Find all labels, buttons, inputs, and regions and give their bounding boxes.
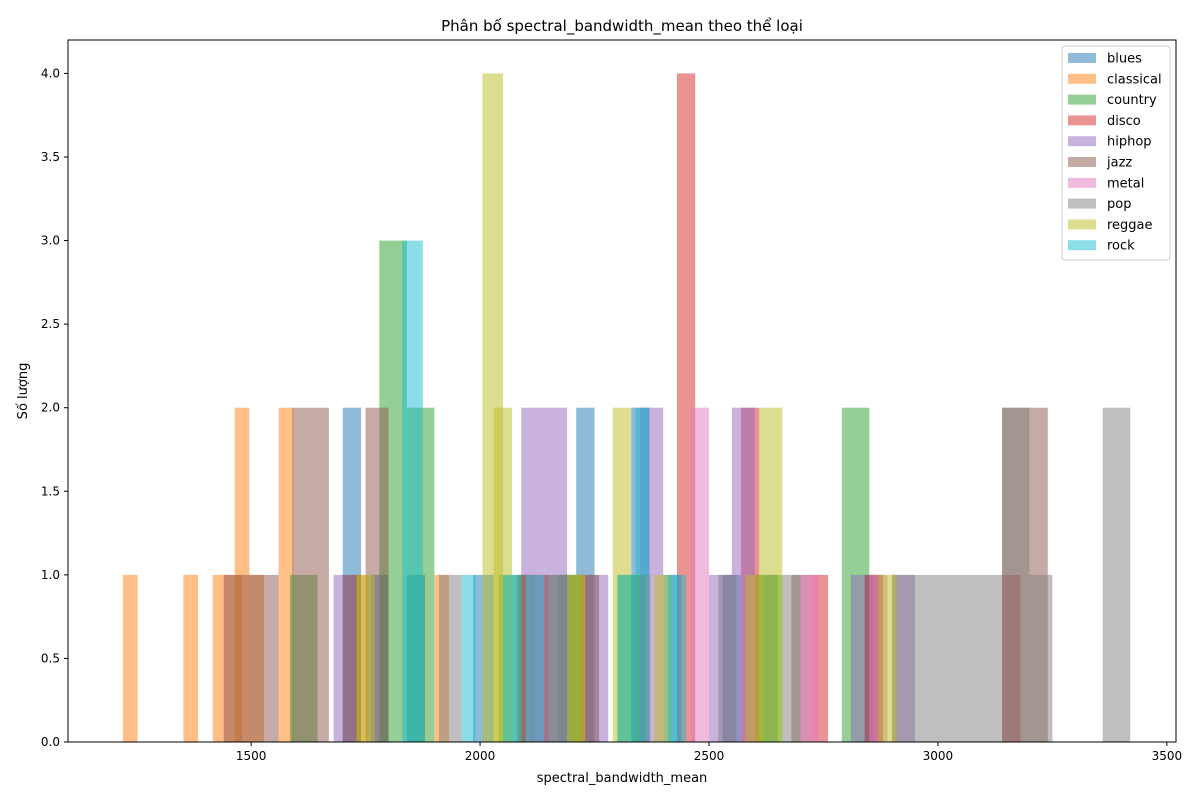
bar-pop-2 [718, 574, 737, 742]
legend-swatch-country [1068, 94, 1096, 105]
bar-jazz-0 [223, 574, 242, 742]
bar-pop-5 [915, 574, 1002, 742]
x-tick-label: 2500 [694, 749, 725, 763]
legend-label-metal: metal [1107, 176, 1144, 191]
bar-disco-1 [676, 73, 696, 742]
bar-pop-0 [438, 574, 462, 742]
legend-label-reggae: reggae [1107, 218, 1153, 233]
legend-swatch-pop [1068, 198, 1096, 209]
legend-swatch-classical [1068, 73, 1096, 84]
legend-label-blues: blues [1107, 52, 1142, 67]
bar-rock-1 [461, 574, 476, 742]
y-tick-label: 3.5 [41, 150, 60, 164]
legend-label-hiphop: hiphop [1107, 135, 1152, 150]
legend-label-rock: rock [1107, 239, 1135, 254]
legend-label-country: country [1107, 93, 1157, 108]
bar-pop-8 [1102, 407, 1131, 742]
legend-swatch-reggae [1068, 219, 1096, 230]
y-tick-label: 4.0 [41, 66, 60, 80]
y-tick-label: 1.5 [41, 484, 60, 498]
y-tick-label: 0.0 [41, 735, 60, 749]
bar-reggae-0 [356, 574, 375, 742]
x-tick-label: 2000 [465, 749, 496, 763]
bar-metal-2 [800, 574, 819, 742]
bar-pop-6 [1002, 407, 1030, 742]
legend-swatch-disco [1068, 115, 1096, 126]
bar-classical-6 [278, 407, 294, 742]
bar-rock-2 [503, 574, 522, 742]
bar-pop-3 [782, 574, 801, 742]
bars-layer [122, 73, 1131, 742]
legend-swatch-jazz [1068, 157, 1096, 167]
bar-reggae-3 [567, 574, 586, 742]
bar-rock-6 [667, 574, 687, 742]
bar-classical-0 [122, 574, 138, 742]
y-axis-ticks: 0.0 0.5 1.0 1.5 2.0 2.5 3.0 3.5 4.0 [41, 66, 68, 749]
bar-rock-0 [402, 240, 423, 742]
y-tick-label: 3.0 [41, 234, 60, 248]
x-tick-label: 3500 [1152, 749, 1183, 763]
legend-label-classical: classical [1107, 72, 1162, 87]
legend-swatch-rock [1068, 240, 1096, 251]
y-tick-label: 2.0 [41, 401, 60, 415]
bar-reggae-7 [759, 407, 783, 742]
legend-swatch-metal [1068, 177, 1096, 188]
bar-pop-4 [892, 574, 915, 742]
bar-jazz-1 [242, 574, 261, 742]
bar-reggae-6 [745, 574, 764, 742]
legend-swatch-hiphop [1068, 136, 1096, 147]
y-axis-label: Số lượng [16, 363, 31, 420]
x-axis-label: spectral_bandwidth_mean [537, 771, 708, 786]
legend-label-jazz: jazz [1106, 156, 1132, 171]
bar-rock-3 [525, 574, 545, 742]
legend-label-disco: disco [1107, 114, 1141, 129]
bar-jazz-2 [260, 574, 279, 742]
y-tick-label: 0.5 [41, 651, 60, 665]
bar-metal-1 [690, 407, 709, 742]
x-tick-label: 1500 [236, 749, 267, 763]
bar-rock-5 [635, 407, 650, 742]
bar-rock-4 [617, 574, 636, 742]
x-axis-ticks: 1500 2000 2500 3000 3500 [236, 742, 1182, 763]
bar-jazz-3 [292, 407, 329, 742]
bar-pop-1 [548, 574, 572, 742]
y-tick-label: 2.5 [41, 317, 60, 331]
chart-title: Phân bố spectral_bandwidth_mean theo thể… [441, 17, 803, 36]
legend-swatch-blues [1068, 53, 1096, 63]
bar-pop-7 [1029, 574, 1053, 742]
legend: blues classical country disco hiphop jazz meta… [1061, 45, 1171, 261]
y-tick-label: 1.0 [41, 568, 60, 582]
legend-label-pop: pop [1107, 197, 1131, 212]
x-tick-label: 3000 [923, 749, 954, 763]
bar-classical-1 [183, 574, 199, 742]
bar-reggae-8 [878, 574, 897, 742]
plot-frame [67, 39, 1177, 743]
bar-reggae-5 [654, 574, 673, 742]
